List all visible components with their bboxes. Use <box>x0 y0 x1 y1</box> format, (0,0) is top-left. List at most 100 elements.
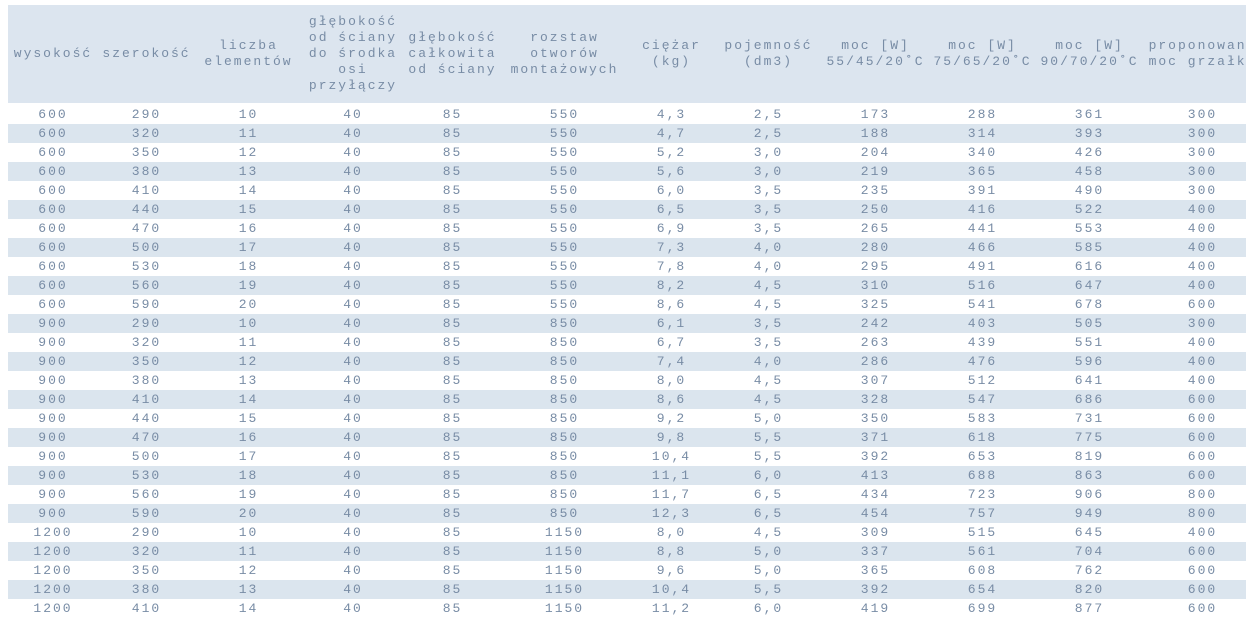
cell-liczba-elementow: 15 <box>238 411 259 426</box>
cell-ciezar-kg: 10,4 <box>651 582 692 597</box>
cell-pojemnosc-dm3: 3,5 <box>753 335 784 350</box>
cell-glebokosc-calkowita: 85 <box>442 601 463 616</box>
cell-proponowana-moc-grzalki: 600 <box>1187 449 1218 464</box>
cell-pojemnosc-dm3: 5,5 <box>753 582 784 597</box>
column-header-liczba-elementow: liczba elementów <box>195 5 302 105</box>
cell-moc-75-65-20: 441 <box>967 221 998 236</box>
cell-szerokosc: 470 <box>131 221 162 236</box>
table-header: wysokość szerokość liczba elementów głęboko… <box>8 5 1246 105</box>
cell-wysokosc: 900 <box>38 487 68 502</box>
cell-szerokosc: 320 <box>131 544 162 559</box>
cell-szerokosc: 530 <box>131 259 162 274</box>
cell-moc-55-45-20: 309 <box>860 525 891 540</box>
cell-proponowana-moc-grzalki: 400 <box>1187 202 1218 217</box>
cell-wysokosc: 600 <box>38 107 68 122</box>
cell-pojemnosc-dm3: 4,5 <box>753 278 784 293</box>
cell-glebokosc-os-przylaczy: 40 <box>343 449 363 464</box>
cell-liczba-elementow: 10 <box>238 316 259 331</box>
cell-glebokosc-calkowita: 85 <box>442 449 463 464</box>
cell-glebokosc-calkowita: 85 <box>442 126 463 141</box>
cell-glebokosc-calkowita: 85 <box>442 468 463 483</box>
column-header-pojemnosc-dm3: pojemność (dm3) <box>715 5 822 105</box>
cell-pojemnosc-dm3: 6,0 <box>753 468 784 483</box>
cell-proponowana-moc-grzalki: 600 <box>1187 297 1218 312</box>
cell-rozstaw-otworow: 1150 <box>544 525 585 540</box>
table-row: 1200 350 12 40 85 1150 9,6 5,0 365 608 762 600 <box>8 561 1246 580</box>
cell-glebokosc-os-przylaczy: 40 <box>343 259 363 274</box>
cell-moc-90-70-20: 877 <box>1074 601 1105 616</box>
radiator-spec-table: wysokość szerokość liczba elementów głęboko… <box>8 5 1246 618</box>
cell-liczba-elementow: 16 <box>238 221 259 236</box>
cell-moc-75-65-20: 583 <box>967 411 998 426</box>
cell-szerokosc: 440 <box>131 202 162 217</box>
cell-glebokosc-os-przylaczy: 40 <box>343 145 363 160</box>
cell-rozstaw-otworow: 850 <box>549 487 580 502</box>
cell-rozstaw-otworow: 850 <box>549 316 580 331</box>
cell-liczba-elementow: 11 <box>238 126 259 141</box>
cell-glebokosc-calkowita: 85 <box>442 202 463 217</box>
table-row: 900 320 11 40 85 850 6,7 3,5 263 439 551 400 <box>8 333 1246 352</box>
cell-glebokosc-calkowita: 85 <box>442 183 463 198</box>
cell-glebokosc-calkowita: 85 <box>442 107 463 122</box>
cell-ciezar-kg: 10,4 <box>651 449 692 464</box>
cell-wysokosc: 600 <box>38 202 68 217</box>
column-header-glebokosc-os-przylaczy: głębokość od ściany do środka osi przyłą… <box>302 5 404 105</box>
cell-wysokosc: 900 <box>38 411 68 426</box>
cell-wysokosc: 600 <box>38 126 68 141</box>
cell-glebokosc-calkowita: 85 <box>442 145 463 160</box>
cell-pojemnosc-dm3: 4,0 <box>753 354 784 369</box>
cell-wysokosc: 600 <box>38 240 68 255</box>
cell-szerokosc: 320 <box>131 335 162 350</box>
cell-moc-55-45-20: 419 <box>860 601 891 616</box>
cell-pojemnosc-dm3: 6,5 <box>753 487 784 502</box>
cell-glebokosc-os-przylaczy: 40 <box>343 468 363 483</box>
cell-ciezar-kg: 9,6 <box>656 563 687 578</box>
column-header-rozstaw-otworow: rozstaw otworów montażowych <box>501 5 628 105</box>
cell-moc-75-65-20: 618 <box>967 430 998 445</box>
table-row: 600 470 16 40 85 550 6,9 3,5 265 441 553 400 <box>8 219 1246 238</box>
cell-rozstaw-otworow: 850 <box>549 468 580 483</box>
cell-glebokosc-os-przylaczy: 40 <box>343 316 363 331</box>
cell-ciezar-kg: 12,3 <box>651 506 692 521</box>
cell-pojemnosc-dm3: 5,0 <box>753 563 784 578</box>
cell-glebokosc-os-przylaczy: 40 <box>343 335 363 350</box>
cell-rozstaw-otworow: 550 <box>549 183 580 198</box>
cell-liczba-elementow: 18 <box>238 259 259 274</box>
cell-liczba-elementow: 13 <box>238 582 259 597</box>
cell-moc-90-70-20: 585 <box>1074 240 1105 255</box>
cell-wysokosc: 900 <box>38 392 68 407</box>
cell-moc-55-45-20: 325 <box>860 297 891 312</box>
cell-liczba-elementow: 11 <box>238 544 259 559</box>
cell-rozstaw-otworow: 1150 <box>544 563 585 578</box>
cell-glebokosc-calkowita: 85 <box>442 487 463 502</box>
cell-moc-90-70-20: 641 <box>1074 373 1105 388</box>
cell-moc-75-65-20: 439 <box>967 335 998 350</box>
column-header-moc-90-70-20: moc [W] 90/70/20˚C <box>1036 5 1143 105</box>
cell-ciezar-kg: 6,1 <box>656 316 687 331</box>
cell-proponowana-moc-grzalki: 600 <box>1187 392 1218 407</box>
table-row: 600 530 18 40 85 550 7,8 4,0 295 491 616 400 <box>8 257 1246 276</box>
cell-proponowana-moc-grzalki: 600 <box>1187 582 1218 597</box>
cell-proponowana-moc-grzalki: 400 <box>1187 354 1218 369</box>
cell-liczba-elementow: 17 <box>238 449 259 464</box>
cell-liczba-elementow: 10 <box>238 525 259 540</box>
cell-glebokosc-os-przylaczy: 40 <box>343 183 363 198</box>
cell-moc-90-70-20: 393 <box>1074 126 1105 141</box>
cell-pojemnosc-dm3: 4,5 <box>753 297 784 312</box>
cell-moc-90-70-20: 819 <box>1074 449 1105 464</box>
cell-ciezar-kg: 8,0 <box>656 525 687 540</box>
cell-liczba-elementow: 19 <box>238 487 259 502</box>
cell-moc-75-65-20: 491 <box>967 259 998 274</box>
cell-liczba-elementow: 10 <box>238 107 259 122</box>
cell-moc-75-65-20: 340 <box>967 145 998 160</box>
cell-moc-90-70-20: 553 <box>1074 221 1105 236</box>
cell-szerokosc: 500 <box>131 449 162 464</box>
cell-proponowana-moc-grzalki: 600 <box>1187 430 1218 445</box>
cell-moc-90-70-20: 731 <box>1074 411 1105 426</box>
cell-wysokosc: 600 <box>38 164 68 179</box>
cell-ciezar-kg: 9,8 <box>656 430 687 445</box>
cell-ciezar-kg: 6,5 <box>656 202 687 217</box>
cell-glebokosc-calkowita: 85 <box>442 164 463 179</box>
cell-szerokosc: 440 <box>131 411 162 426</box>
cell-glebokosc-calkowita: 85 <box>442 240 463 255</box>
